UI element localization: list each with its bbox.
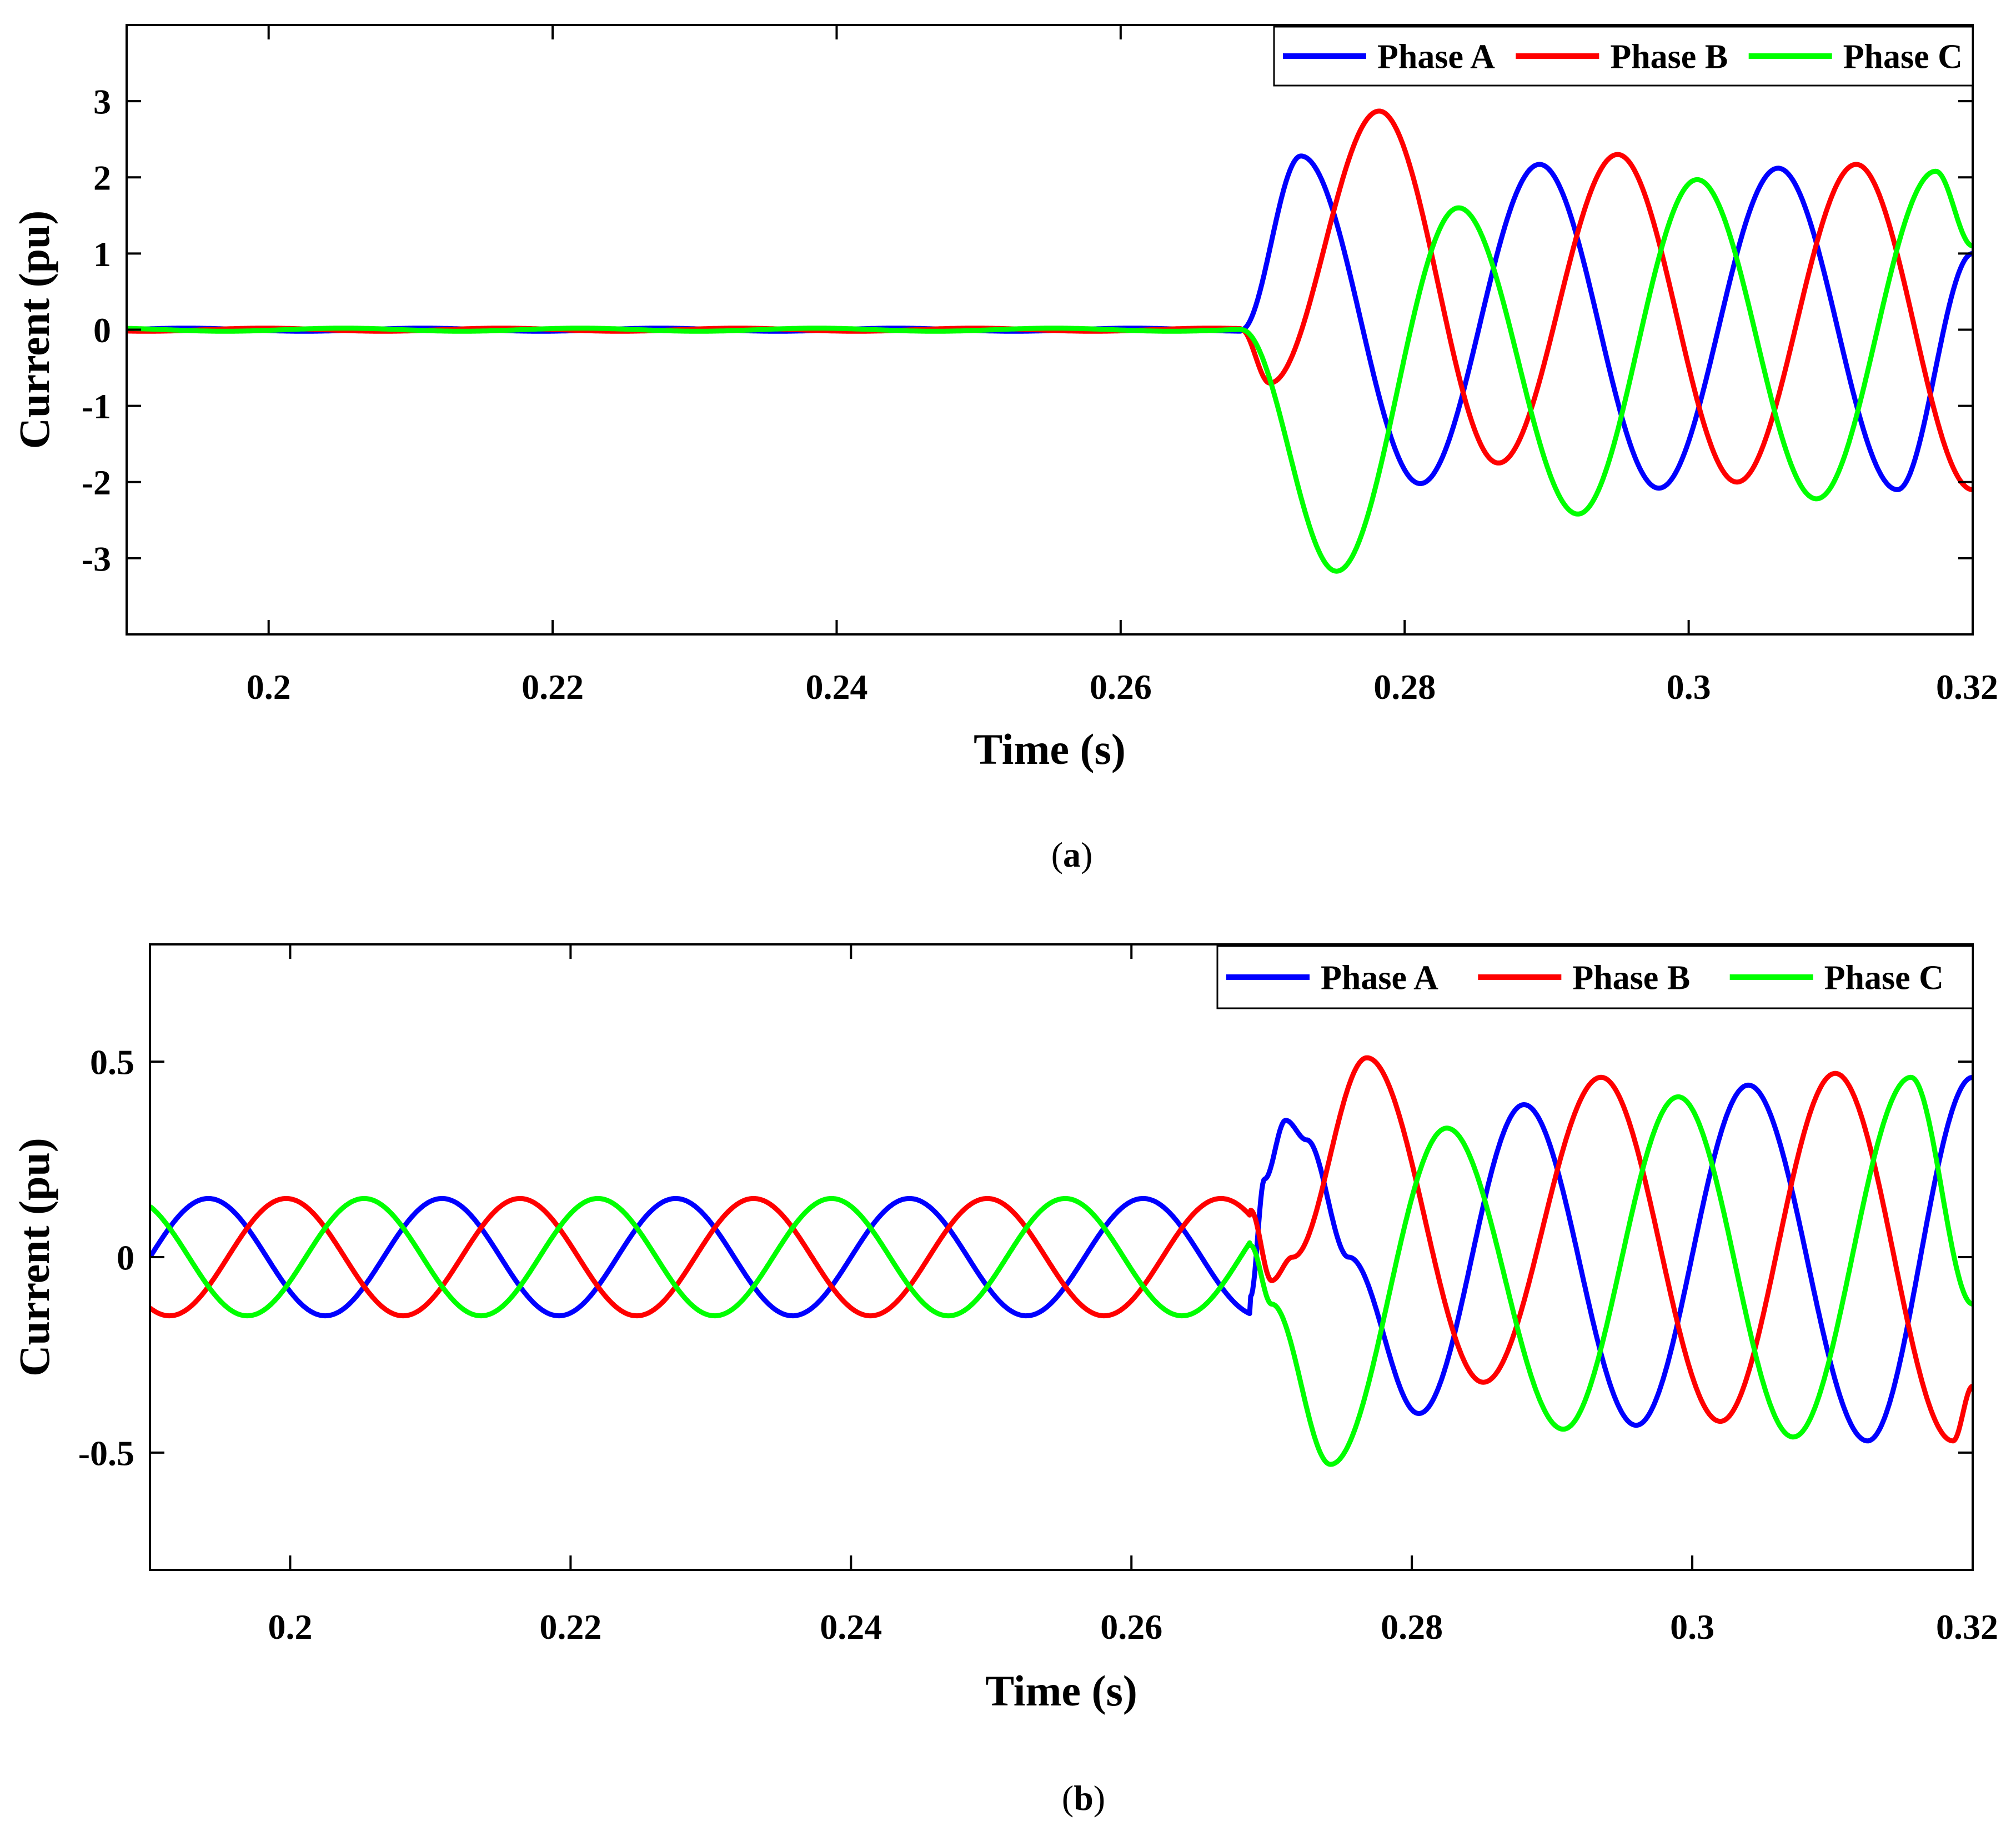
legend-label: Phase B [1572,959,1690,997]
legend-label: Phase A [1377,38,1495,76]
x-tick-label: 0.22 [539,1607,601,1647]
x-axis-label: Time (s) [974,725,1126,773]
legend-label: Phase B [1610,38,1728,76]
y-axis-label: Current (pu) [10,211,58,449]
series-line-phase-c [150,1074,1973,1467]
x-axis-label: Time (s) [985,1667,1137,1715]
x-tick-label: 0.22 [521,667,584,707]
series-group [127,108,1973,574]
y-tick-label: -2 [82,463,111,502]
y-tick-label: 2 [93,158,111,198]
legend: Phase A Phase B Phase C [1216,945,1974,1009]
legend-label: Phase C [1843,38,1963,76]
legend: Phase A Phase B Phase C [1273,26,1974,87]
x-tick-label: 0.24 [820,1607,882,1647]
legend-label: Phase A [1321,959,1438,997]
x-tick-label: 0.26 [1100,1607,1162,1647]
x-tick-label: 0.26 [1090,667,1152,707]
x-tick-label: 0.3 [1670,1607,1714,1647]
x-tick-label: 0.28 [1381,1607,1443,1647]
y-tick-label: 0 [93,311,111,350]
series-line-phase-b [150,1055,1973,1444]
legend-box [1216,945,1974,1009]
x-tick-label: 0.28 [1373,667,1436,707]
y-tick-label: -0.5 [78,1433,134,1473]
legend-box [1273,26,1974,87]
x-tick-label: 0.24 [805,667,867,707]
y-axis-label: Current (pu) [10,1138,58,1377]
y-tick-label: -3 [82,539,111,578]
y-tick-label: 0 [117,1238,134,1277]
x-tick-label: 0.32 [1936,1607,1998,1647]
x-tick-label: 0.2 [247,667,291,707]
x-tick-label: 0.3 [1667,667,1711,707]
legend-label: Phase C [1824,959,1944,997]
chart-panel-a: 0.2 0.22 0.24 0.26 0.28 0.3 0.32 3 2 1 0 -1 -2 -3 Time… [10,24,1998,874]
y-tick-label: 3 [93,82,111,122]
y-tick-label: 1 [93,234,111,274]
chart-panel-b: 0.2 0.22 0.24 0.26 0.28 0.3 0.32 0.5 0 -0.5 Time (… [10,943,1998,1818]
x-tick-label: 0.32 [1936,667,1998,707]
x-tick-label: 0.2 [268,1607,312,1647]
panel-caption: (a) [1051,835,1093,874]
y-tick-label: -1 [82,387,111,426]
series-group [150,1055,1973,1467]
series-line-phase-b [127,108,1973,492]
series-line-phase-a [127,153,1973,492]
y-tick-label: 0.5 [90,1043,134,1082]
panel-caption: (b) [1062,1778,1105,1818]
series-line-phase-c [127,168,1973,574]
series-line-phase-a [150,1074,1973,1444]
